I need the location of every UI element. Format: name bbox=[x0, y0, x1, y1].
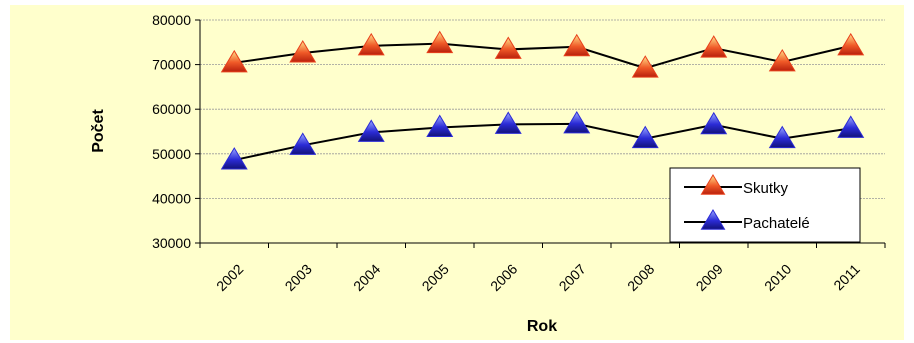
data-point bbox=[426, 114, 454, 137]
data-point bbox=[220, 49, 248, 73]
y-tick-label: 80000 bbox=[152, 12, 191, 28]
legend-label: Skutky bbox=[743, 180, 789, 197]
data-point bbox=[768, 48, 796, 72]
y-tick-label: 30000 bbox=[152, 235, 191, 251]
data-point bbox=[837, 115, 865, 138]
data-point bbox=[220, 147, 248, 170]
y-tick-label: 40000 bbox=[152, 190, 191, 206]
data-point bbox=[357, 119, 385, 142]
y-tick-label: 50000 bbox=[152, 146, 191, 162]
series-line bbox=[234, 42, 851, 70]
data-point bbox=[700, 111, 728, 135]
series bbox=[220, 30, 865, 170]
data-point bbox=[631, 125, 659, 149]
data-point bbox=[563, 33, 591, 57]
data-point bbox=[563, 110, 591, 134]
data-point bbox=[494, 36, 522, 59]
x-axis-title: Rok bbox=[527, 318, 557, 335]
data-point bbox=[289, 40, 317, 63]
series-line bbox=[234, 122, 851, 162]
y-tick-label: 70000 bbox=[152, 57, 191, 73]
data-point bbox=[289, 132, 317, 155]
data-point bbox=[700, 35, 728, 58]
data-point bbox=[357, 32, 385, 56]
data-point bbox=[426, 30, 454, 54]
data-point bbox=[768, 125, 796, 149]
legend-label: Pachatelé bbox=[743, 215, 810, 232]
grid bbox=[200, 19, 885, 199]
y-axis-title: Počet bbox=[90, 109, 107, 153]
legend: Skutky Pachatelé bbox=[669, 167, 861, 243]
data-point bbox=[631, 55, 659, 78]
legend-marker bbox=[700, 209, 726, 230]
data-point bbox=[837, 32, 865, 56]
data-point bbox=[494, 111, 522, 134]
y-tick-label: 60000 bbox=[152, 101, 191, 117]
legend-marker bbox=[700, 174, 726, 195]
